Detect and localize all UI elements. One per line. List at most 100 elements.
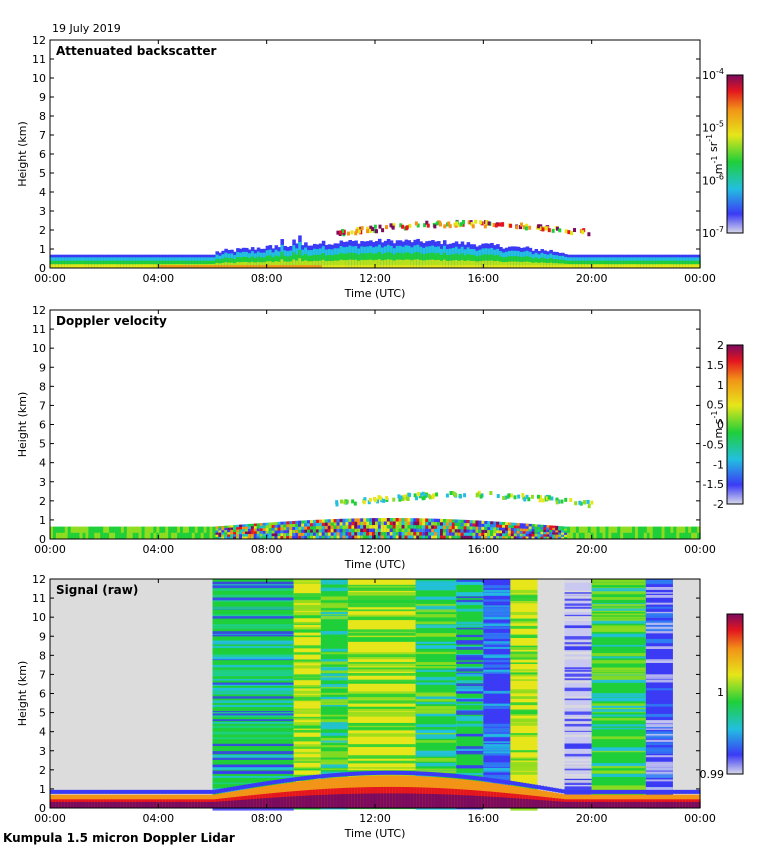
y-tick-label: 2 xyxy=(39,764,46,777)
panel-title: Signal (raw) xyxy=(56,583,138,597)
colorbar xyxy=(727,75,743,233)
colorbar-tick-label: 10-6 xyxy=(702,172,724,187)
x-tick-label: 12:00 xyxy=(359,543,391,556)
x-tick-label: 08:00 xyxy=(251,543,283,556)
colorbar-tick-label: 2 xyxy=(717,339,724,352)
y-tick-label: 6 xyxy=(39,688,46,701)
y-tick-label: 11 xyxy=(32,53,46,66)
colorbar-frame xyxy=(726,74,744,234)
y-tick-label: 7 xyxy=(39,668,46,681)
x-tick-label: 12:00 xyxy=(359,272,391,285)
y-tick-label: 3 xyxy=(39,476,46,489)
x-tick-label: 16:00 xyxy=(467,272,499,285)
colorbar-tick-label: -1.5 xyxy=(703,478,724,491)
y-tick-label: 9 xyxy=(39,361,46,374)
y-tick-label: 0 xyxy=(39,802,46,815)
x-axis-label: Time (UTC) xyxy=(344,827,406,840)
x-tick-label: 08:00 xyxy=(251,812,283,825)
x-tick-label: 12:00 xyxy=(359,812,391,825)
x-tick-label: 00:00 xyxy=(34,812,66,825)
x-tick-label: 04:00 xyxy=(142,812,174,825)
panel-title: Attenuated backscatter xyxy=(56,44,216,58)
y-tick-label: 2 xyxy=(39,495,46,508)
y-tick-label: 6 xyxy=(39,148,46,161)
x-tick-label: 16:00 xyxy=(467,543,499,556)
y-tick-label: 10 xyxy=(32,342,46,355)
y-tick-label: 3 xyxy=(39,205,46,218)
y-tick-label: 11 xyxy=(32,323,46,336)
plot-area xyxy=(50,40,700,268)
colorbar xyxy=(727,614,743,774)
y-tick-label: 12 xyxy=(32,304,46,317)
y-tick-label: 12 xyxy=(32,34,46,47)
y-tick-label: 8 xyxy=(39,649,46,662)
x-tick-label: 20:00 xyxy=(576,272,608,285)
plot-area xyxy=(50,310,700,539)
colorbar-tick-label: 0.99 xyxy=(700,768,725,781)
y-tick-label: 5 xyxy=(39,707,46,720)
instrument-footer: Kumpula 1.5 micron Doppler Lidar xyxy=(3,831,235,845)
y-tick-label: 8 xyxy=(39,380,46,393)
x-tick-label: 00:00 xyxy=(34,272,66,285)
y-tick-label: 3 xyxy=(39,745,46,758)
y-axis-label: Height (km) xyxy=(16,661,29,727)
x-tick-label: 04:00 xyxy=(142,543,174,556)
y-tick-label: 6 xyxy=(39,419,46,432)
x-tick-label: 00:00 xyxy=(34,543,66,556)
colorbar-tick-label: 10-4 xyxy=(702,67,724,82)
y-tick-label: 1 xyxy=(39,514,46,527)
y-tick-label: 7 xyxy=(39,399,46,412)
x-tick-label: 20:00 xyxy=(576,543,608,556)
x-tick-label: 04:00 xyxy=(142,272,174,285)
y-tick-label: 0 xyxy=(39,262,46,275)
colorbar-frame xyxy=(726,344,744,505)
x-tick-label: 00:00 xyxy=(684,543,716,556)
y-axis-label: Height (km) xyxy=(16,121,29,187)
colorbar-tick-label: 0 xyxy=(717,419,724,432)
x-axis-label: Time (UTC) xyxy=(344,558,406,571)
y-tick-label: 0 xyxy=(39,533,46,546)
colorbar-tick-label: -2 xyxy=(713,498,724,511)
colorbar-tick-label: 0.5 xyxy=(707,399,725,412)
y-tick-label: 5 xyxy=(39,167,46,180)
colorbar-tick-label: 1.5 xyxy=(707,359,725,372)
y-tick-label: 9 xyxy=(39,91,46,104)
colorbar-unit-label: m s-1 xyxy=(710,411,725,439)
y-tick-label: 12 xyxy=(32,573,46,586)
y-tick-label: 4 xyxy=(39,457,46,470)
panel-title: Doppler velocity xyxy=(56,314,167,328)
y-tick-label: 1 xyxy=(39,243,46,256)
colorbar-tick-label: 10-7 xyxy=(702,225,724,240)
y-tick-label: 8 xyxy=(39,110,46,123)
y-tick-label: 10 xyxy=(32,611,46,624)
colorbar-tick-label: -0.5 xyxy=(703,438,724,451)
y-tick-label: 10 xyxy=(32,72,46,85)
y-tick-label: 11 xyxy=(32,592,46,605)
x-tick-label: 00:00 xyxy=(684,272,716,285)
y-tick-label: 1 xyxy=(39,783,46,796)
x-tick-label: 00:00 xyxy=(684,812,716,825)
date-label: 19 July 2019 xyxy=(52,22,121,35)
colorbar-frame xyxy=(726,613,744,775)
y-tick-label: 4 xyxy=(39,186,46,199)
colorbar-unit-label: m-1 sr-1 xyxy=(705,134,725,174)
colorbar-tick-label: 1 xyxy=(717,379,724,392)
colorbar xyxy=(727,345,743,504)
x-tick-label: 16:00 xyxy=(467,812,499,825)
y-tick-label: 5 xyxy=(39,438,46,451)
colorbar-tick-label: 10-5 xyxy=(702,120,724,135)
y-tick-label: 2 xyxy=(39,224,46,237)
x-axis-label: Time (UTC) xyxy=(344,287,406,300)
y-tick-label: 4 xyxy=(39,726,46,739)
colorbar-tick-label: -1 xyxy=(713,458,724,471)
x-tick-label: 08:00 xyxy=(251,272,283,285)
y-axis-label: Height (km) xyxy=(16,392,29,458)
colorbar-tick-label: 1 xyxy=(717,686,724,699)
y-tick-label: 7 xyxy=(39,129,46,142)
x-tick-label: 20:00 xyxy=(576,812,608,825)
y-tick-label: 9 xyxy=(39,630,46,643)
